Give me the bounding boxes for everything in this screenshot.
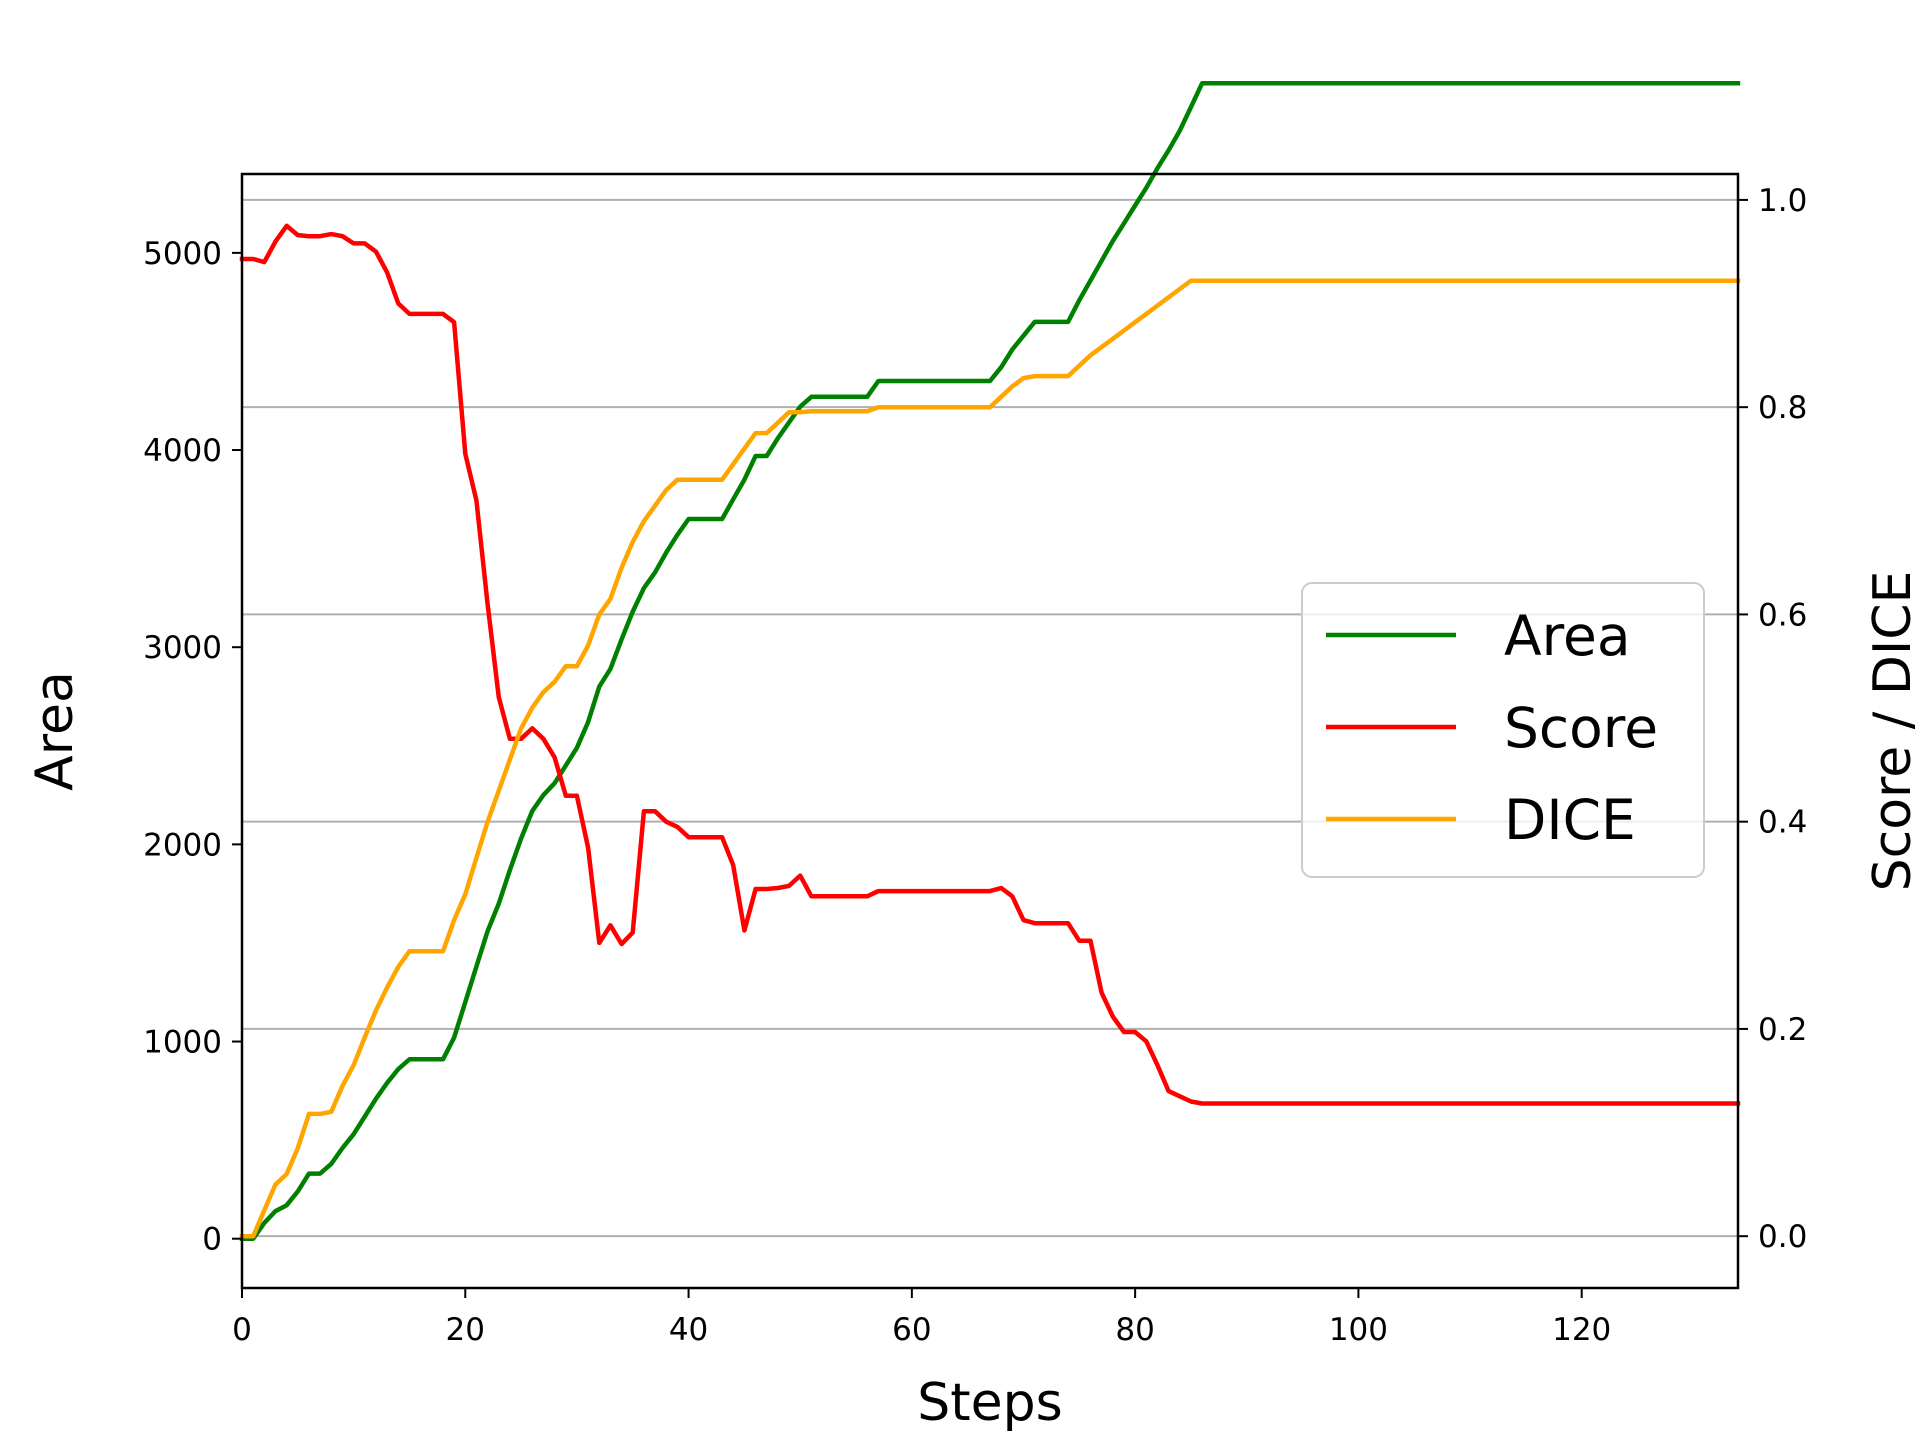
right-y-tick-label: 0.8 [1758, 390, 1807, 426]
right-y-tick-label: 1.0 [1758, 183, 1807, 219]
right-y-tick-label: 0.4 [1758, 805, 1807, 841]
left-y-tick-label: 5000 [143, 236, 222, 272]
right-y-axis-ticks: 0.0 0.2 0.4 0.6 0.8 1.0 [1738, 183, 1807, 1255]
x-tick-label: 0 [232, 1312, 252, 1348]
x-axis-ticks: 0 20 40 60 80 100 120 [232, 1288, 1611, 1348]
series-line-dice [239, 278, 1741, 1239]
series-line-area [239, 81, 1741, 1241]
legend: Area Score DICE [1301, 582, 1705, 878]
x-tick-label: 100 [1329, 1312, 1388, 1348]
left-y-tick-label: 3000 [143, 630, 222, 666]
x-axis-title: Steps [917, 1373, 1063, 1433]
x-tick-label: 80 [1115, 1312, 1154, 1348]
legend-box [1301, 582, 1705, 878]
left-y-axis-title: Area [25, 671, 85, 791]
series-layer [239, 81, 1741, 1241]
right-y-axis-title: Score / DICE [1863, 571, 1920, 892]
legend-label-score: Score [1504, 696, 1658, 760]
x-tick-label: 120 [1552, 1312, 1611, 1348]
legend-items: Area Score DICE [1326, 604, 1658, 852]
x-tick-label: 20 [446, 1312, 485, 1348]
axes-layer: 0 20 40 60 80 100 120 0 1000 2000 3000 4000 5000 0.… [25, 172, 1920, 1433]
left-y-tick-label: 4000 [143, 433, 222, 469]
left-y-tick-label: 1000 [143, 1025, 222, 1061]
plot-frame [240, 172, 1740, 1290]
legend-label-area: Area [1504, 604, 1631, 668]
left-y-tick-label: 0 [202, 1222, 222, 1258]
left-y-axis-ticks: 0 1000 2000 3000 4000 5000 [143, 236, 242, 1258]
right-y-tick-label: 0.2 [1758, 1012, 1807, 1048]
x-tick-label: 40 [669, 1312, 708, 1348]
x-tick-label: 60 [892, 1312, 931, 1348]
series-line-score [239, 223, 1741, 1106]
right-y-tick-label: 0.0 [1758, 1219, 1807, 1255]
right-y-tick-label: 0.6 [1758, 597, 1807, 633]
legend-label-dice: DICE [1504, 788, 1636, 852]
left-y-tick-label: 2000 [143, 827, 222, 863]
